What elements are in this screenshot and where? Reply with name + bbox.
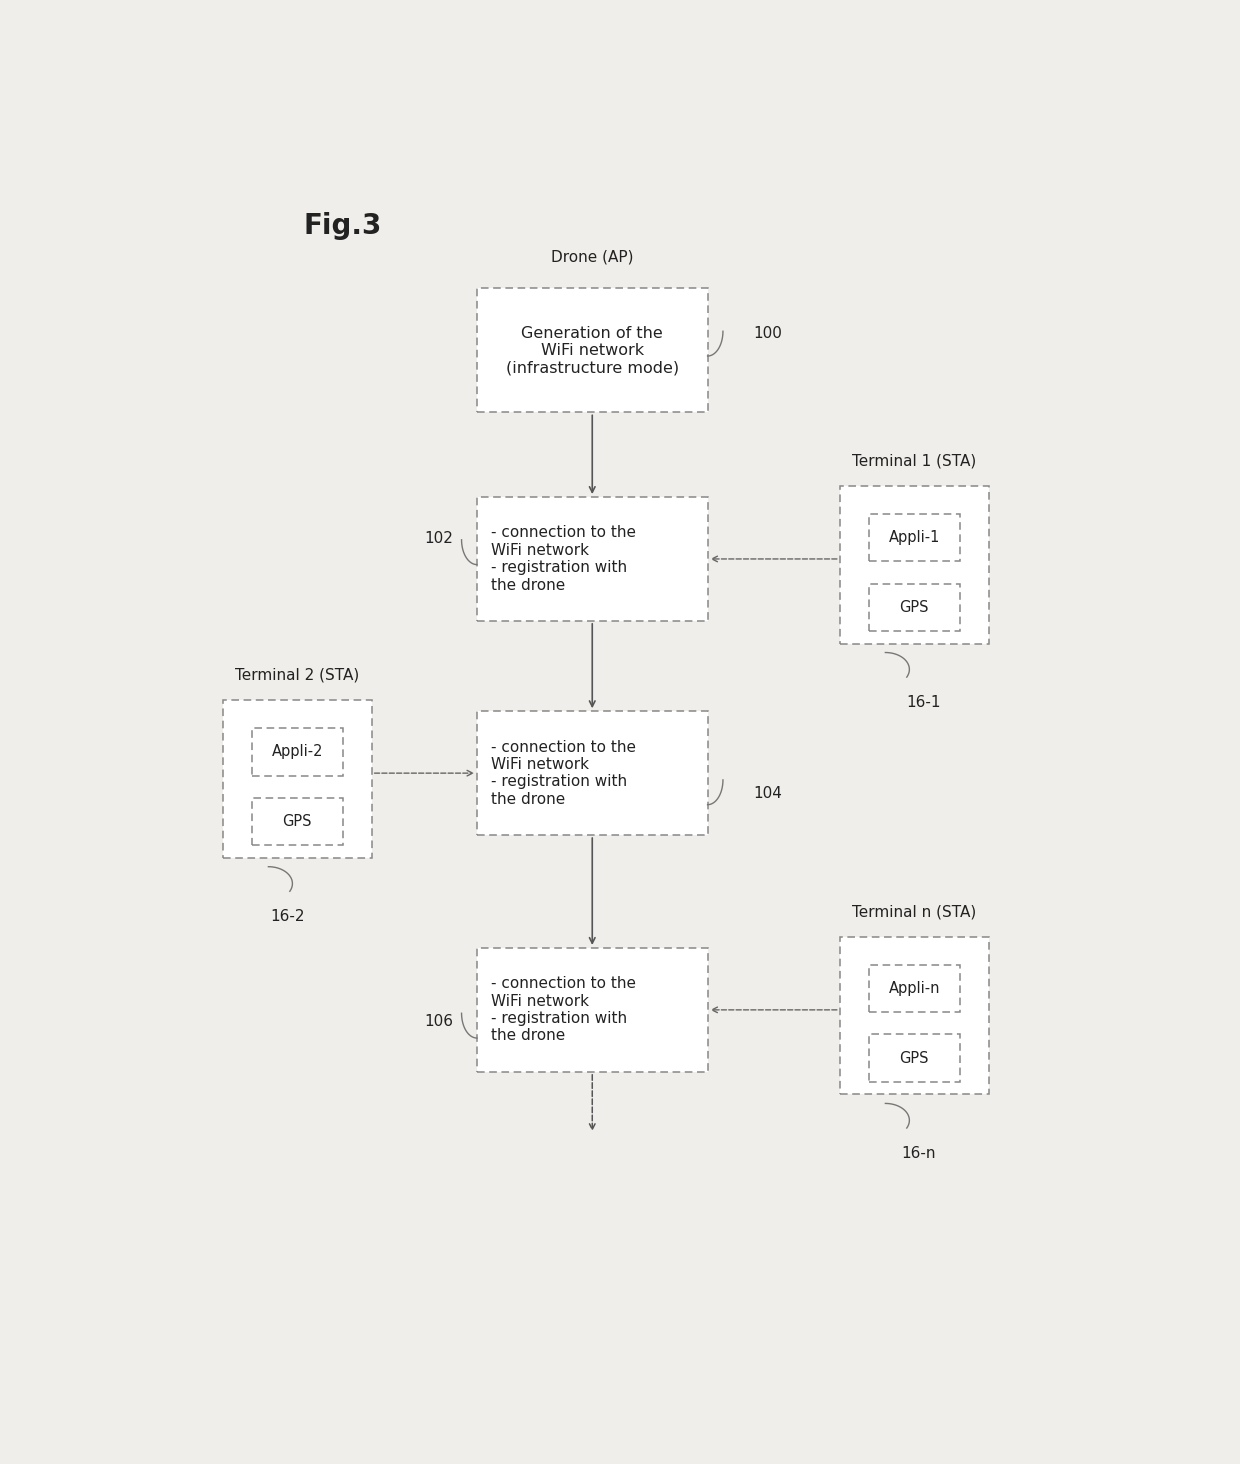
- Text: 102: 102: [424, 531, 453, 546]
- FancyBboxPatch shape: [868, 965, 960, 1012]
- FancyBboxPatch shape: [868, 584, 960, 631]
- Text: 100: 100: [754, 326, 782, 341]
- Text: 16-n: 16-n: [901, 1145, 936, 1161]
- Text: Terminal n (STA): Terminal n (STA): [852, 905, 976, 919]
- Text: 106: 106: [424, 1013, 453, 1029]
- Text: Terminal 2 (STA): Terminal 2 (STA): [236, 668, 360, 682]
- Text: - connection to the
WiFi network
- registration with
the drone: - connection to the WiFi network - regis…: [491, 976, 636, 1044]
- Text: - connection to the
WiFi network
- registration with
the drone: - connection to the WiFi network - regis…: [491, 739, 636, 807]
- FancyBboxPatch shape: [223, 700, 372, 858]
- FancyBboxPatch shape: [252, 798, 343, 845]
- FancyBboxPatch shape: [839, 937, 988, 1095]
- Text: Fig.3: Fig.3: [304, 212, 382, 240]
- Text: Appli-2: Appli-2: [272, 745, 322, 760]
- Text: Terminal 1 (STA): Terminal 1 (STA): [852, 454, 976, 468]
- Text: 16-2: 16-2: [270, 909, 305, 924]
- FancyBboxPatch shape: [839, 486, 988, 644]
- Text: GPS: GPS: [283, 814, 312, 829]
- FancyBboxPatch shape: [868, 514, 960, 561]
- FancyBboxPatch shape: [477, 947, 708, 1072]
- Text: - connection to the
WiFi network
- registration with
the drone: - connection to the WiFi network - regis…: [491, 526, 636, 593]
- Text: 104: 104: [754, 786, 782, 801]
- Text: 16-1: 16-1: [906, 694, 941, 710]
- FancyBboxPatch shape: [252, 728, 343, 776]
- FancyBboxPatch shape: [868, 1035, 960, 1082]
- Text: GPS: GPS: [899, 600, 929, 615]
- FancyBboxPatch shape: [477, 712, 708, 834]
- Text: Appli-1: Appli-1: [889, 530, 940, 545]
- FancyBboxPatch shape: [477, 496, 708, 621]
- Text: Generation of the
WiFi network
(infrastructure mode): Generation of the WiFi network (infrastr…: [506, 325, 678, 375]
- FancyBboxPatch shape: [477, 288, 708, 413]
- Text: GPS: GPS: [899, 1051, 929, 1066]
- Text: Drone (AP): Drone (AP): [551, 249, 634, 265]
- Text: Appli-n: Appli-n: [888, 981, 940, 996]
